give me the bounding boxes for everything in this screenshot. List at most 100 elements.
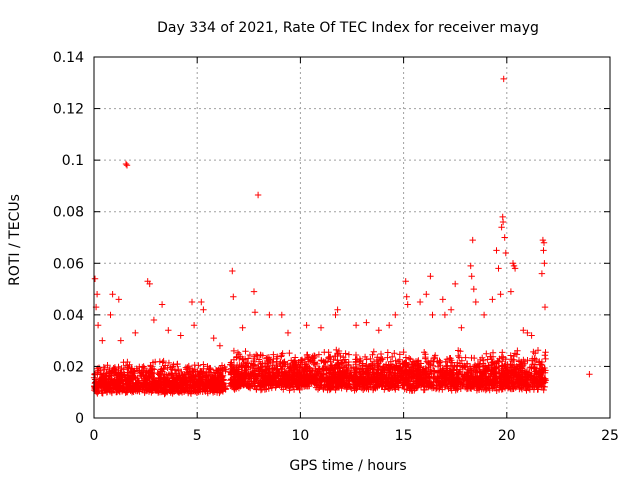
data-point <box>177 332 184 339</box>
data-point <box>452 280 459 288</box>
data-point <box>541 260 548 267</box>
x-tick-label: 5 <box>193 428 202 444</box>
data-point <box>586 371 593 378</box>
band-point <box>236 381 244 388</box>
x-tick-label: 15 <box>395 428 413 444</box>
band-point <box>121 386 128 393</box>
band-point <box>354 364 362 372</box>
band-point <box>369 369 376 376</box>
band-point <box>471 354 478 362</box>
data-point <box>540 239 548 246</box>
band-point <box>423 358 430 365</box>
band-point <box>342 350 349 357</box>
band-point <box>304 374 311 382</box>
x-tick-label: 25 <box>601 428 619 444</box>
band-point <box>452 376 459 383</box>
band-point <box>422 353 429 361</box>
band-point <box>518 358 525 366</box>
band-point <box>107 375 115 383</box>
data-point <box>386 322 393 329</box>
band-point <box>253 365 261 372</box>
data-point <box>507 288 515 295</box>
band-point <box>191 382 198 389</box>
band-point <box>255 364 262 372</box>
data-point <box>109 291 116 298</box>
band-point <box>394 372 401 379</box>
band-point <box>457 385 464 392</box>
band-point <box>408 374 415 381</box>
band-point <box>154 369 161 377</box>
band-point <box>351 368 358 376</box>
band-point <box>122 389 129 396</box>
band-point <box>246 374 253 381</box>
data-point <box>107 311 114 319</box>
band-point <box>465 375 472 383</box>
y-tick-label: 0 <box>75 411 84 427</box>
band-point <box>527 373 534 380</box>
band-point <box>114 379 122 387</box>
data-point <box>468 273 475 280</box>
band-point <box>290 386 298 393</box>
band-point <box>369 379 376 386</box>
data-point <box>499 218 507 226</box>
band-point <box>369 351 376 358</box>
data-point <box>429 311 436 319</box>
band-point <box>375 381 382 388</box>
band-point <box>484 366 492 373</box>
band-point <box>335 384 343 391</box>
band-point <box>165 359 173 367</box>
band-point <box>247 375 254 382</box>
data-point <box>146 280 153 288</box>
band-point <box>449 374 456 381</box>
band-point <box>286 349 293 357</box>
data-point <box>99 337 106 344</box>
band-point <box>299 378 306 385</box>
band-point <box>484 356 491 363</box>
band-point <box>231 373 238 380</box>
band-point <box>194 387 201 394</box>
data-point <box>480 311 488 319</box>
band-point <box>274 381 281 388</box>
data-point <box>540 247 547 254</box>
band-point <box>421 386 428 393</box>
band-point <box>312 370 320 378</box>
data-point <box>284 329 292 337</box>
band-point <box>542 367 549 374</box>
band-point <box>480 357 487 364</box>
band-point <box>529 361 537 368</box>
band-point <box>210 369 218 377</box>
band-point <box>356 383 363 391</box>
band-point <box>526 386 534 393</box>
band-point <box>301 355 309 363</box>
band-point <box>539 375 546 382</box>
data-point <box>190 322 198 329</box>
band-point <box>168 382 175 390</box>
data-point <box>158 301 166 308</box>
data-point <box>458 324 465 331</box>
band-point <box>274 353 281 360</box>
band-point <box>149 387 157 394</box>
band-point <box>257 379 265 386</box>
data-point <box>123 162 131 169</box>
band-point <box>233 354 240 361</box>
band-point <box>300 366 308 373</box>
band-point <box>258 372 265 379</box>
band-point <box>337 352 344 360</box>
band-point <box>502 361 509 368</box>
band-point <box>427 383 434 390</box>
band-point <box>444 362 451 369</box>
band-point <box>327 353 334 361</box>
x-tick-label: 10 <box>291 428 309 444</box>
band-point <box>480 385 487 393</box>
band-point <box>227 365 235 372</box>
band-point <box>430 358 437 365</box>
band-point <box>423 378 430 385</box>
band-point <box>270 351 277 358</box>
band-point <box>506 367 514 374</box>
band-point <box>195 388 202 396</box>
band-point <box>330 371 337 378</box>
band-point <box>388 380 395 387</box>
x-axis-label: GPS time / hours <box>289 458 406 474</box>
band-point <box>343 374 350 381</box>
x-tick-label: 0 <box>90 428 99 444</box>
